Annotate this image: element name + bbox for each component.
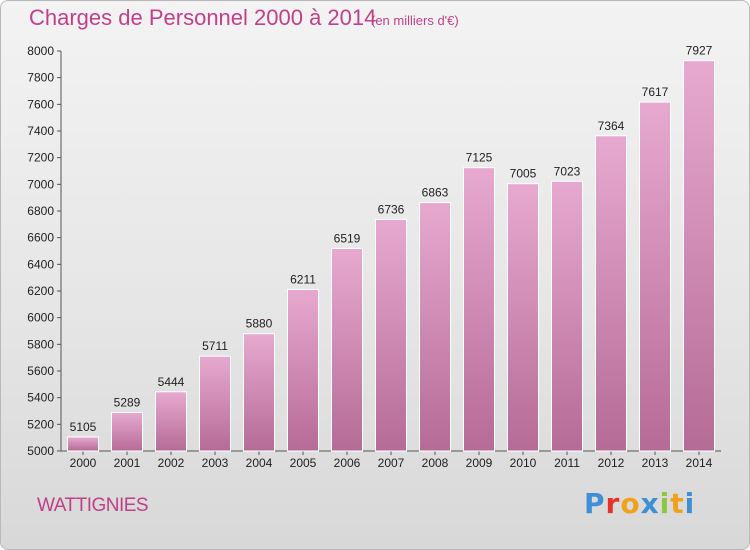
bar-2014: [683, 60, 715, 452]
logo-letter: t: [670, 487, 685, 520]
y-tick-label: 7000: [27, 177, 54, 191]
data-label-2001: 5289: [114, 396, 141, 410]
x-tick-label-2002: 2002: [158, 456, 185, 470]
y-tick-label: 6000: [27, 311, 54, 325]
logo-letter: P: [584, 487, 606, 520]
data-label-2000: 5105: [70, 420, 97, 434]
data-label-2005: 6211: [290, 273, 316, 287]
y-tick-label: 7800: [27, 71, 54, 85]
data-label-2013: 7617: [642, 85, 669, 99]
logo-letter: i: [659, 487, 671, 520]
y-tick-label: 6400: [27, 257, 54, 271]
logo-letter: o: [620, 487, 641, 520]
data-label-2003: 5711: [202, 339, 228, 353]
bar-2013: [639, 101, 671, 452]
chart-subtitle: (en milliers d'€): [371, 13, 459, 28]
data-label-2008: 6863: [422, 186, 449, 200]
logo-letter: x: [640, 487, 660, 520]
data-label-2012: 7364: [598, 119, 625, 133]
y-tick-label: 7600: [27, 97, 54, 111]
logo-letter: i: [684, 487, 696, 520]
y-tick-label: 5600: [27, 364, 54, 378]
bar-2002: [155, 391, 187, 452]
x-tick-label-2001: 2001: [114, 456, 141, 470]
x-tick-label-2009: 2009: [466, 456, 493, 470]
x-tick-label-2010: 2010: [510, 456, 537, 470]
x-tick-label-2011: 2011: [554, 456, 580, 470]
y-tick-label: 5000: [27, 444, 54, 458]
data-label-2014: 7927: [686, 44, 713, 58]
data-label-2007: 6736: [378, 203, 405, 217]
y-tick-label: 6600: [27, 231, 54, 245]
y-tick-label: 5800: [27, 337, 54, 351]
bar-2009: [463, 167, 495, 452]
proxiti-logo: Proxiti: [584, 487, 695, 520]
x-tick-label-2014: 2014: [686, 456, 713, 470]
place-name: WATTIGNIES: [37, 495, 149, 516]
x-tick-label-2004: 2004: [246, 456, 273, 470]
bar-2012: [595, 135, 627, 452]
y-tick-label: 7400: [27, 124, 54, 138]
axes: 5000 5200 5400 5600 5800 6000 6200 6400 6600 6800…: [27, 44, 721, 458]
data-label-2009: 7125: [466, 151, 493, 165]
chart-title: Charges de Personnel 2000 à 2014: [29, 5, 377, 30]
x-tick-label-2005: 2005: [290, 456, 317, 470]
bar-2010: [507, 183, 539, 452]
bar-2006: [331, 248, 363, 452]
bar-2004: [243, 333, 275, 452]
x-tick-label-2008: 2008: [422, 456, 449, 470]
bar-2001: [111, 412, 143, 452]
y-tick-label: 7200: [27, 151, 54, 165]
x-tick-label-2013: 2013: [642, 456, 669, 470]
bar-2007: [375, 219, 407, 452]
data-label-2006: 6519: [334, 232, 361, 246]
x-tick-label-2012: 2012: [598, 456, 625, 470]
y-tick-label: 5400: [27, 391, 54, 405]
data-label-2002: 5444: [158, 375, 185, 389]
bar-2000: [67, 436, 99, 452]
x-tick-label-2000: 2000: [70, 456, 97, 470]
x-tick-label-2003: 2003: [202, 456, 229, 470]
y-tick-label: 5200: [27, 417, 54, 431]
data-label-2011: 7023: [554, 164, 581, 178]
logo-letter: r: [605, 487, 621, 520]
bar-2005: [287, 289, 319, 452]
y-tick-label: 8000: [27, 44, 54, 58]
bars: [67, 60, 715, 452]
x-tick-label-2007: 2007: [378, 456, 405, 470]
labels: 5105 2000 5289 2001 5444 2002 5711 2003 5880 2004…: [70, 44, 713, 470]
x-tick-label-2006: 2006: [334, 456, 361, 470]
bar-2008: [419, 202, 451, 452]
data-label-2004: 5880: [246, 317, 273, 331]
bar-2003: [199, 355, 231, 452]
bar-2011: [551, 180, 583, 452]
y-tick-label: 6800: [27, 204, 54, 218]
y-tick-label: 6200: [27, 284, 54, 298]
data-label-2010: 7005: [510, 167, 537, 181]
